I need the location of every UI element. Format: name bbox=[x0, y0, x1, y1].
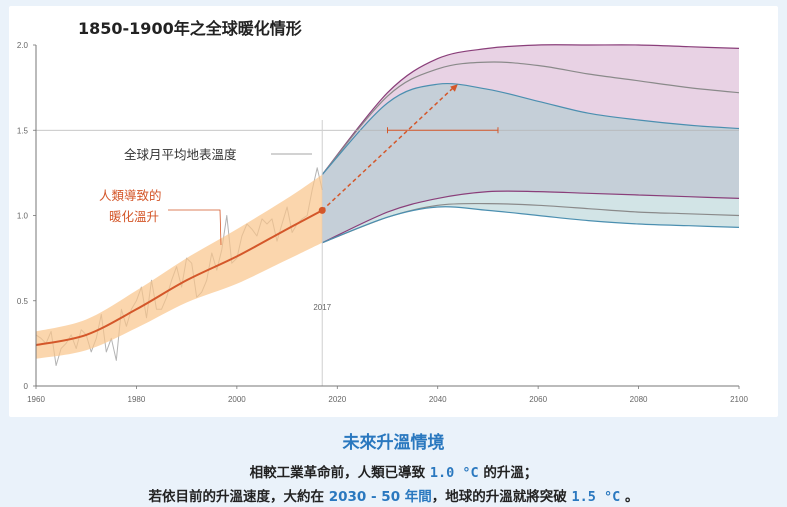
x-tick-label-1960: 1960 bbox=[27, 395, 45, 404]
x-tick-label-2040: 2040 bbox=[429, 395, 447, 404]
projection-arrow-head bbox=[450, 84, 458, 92]
y-tick-label-1.5: 1.5 bbox=[17, 126, 29, 135]
caption-value-years: 2030 - 50 年間 bbox=[328, 489, 432, 505]
caption-line-2: 若依目前的升溫速度，大約在 2030 - 50 年間，地球的升溫就將突破 1.5… bbox=[0, 485, 787, 505]
caption-line-1: 相較工業革命前，人類已導致 1.0 °C 的升溫； bbox=[0, 461, 787, 481]
caption-line-1-text-a: 相較工業革命前，人類已導致 bbox=[249, 465, 430, 481]
projection-lower-line-1 bbox=[321, 190, 740, 244]
x-tick-label-2100: 2100 bbox=[730, 395, 748, 404]
caption-line-2-text-a: 若依目前的升溫速度，大約在 bbox=[148, 489, 329, 505]
chart-title: 1850-1900年之全球暖化情形 bbox=[78, 19, 302, 38]
marker-year-label: 2017 bbox=[313, 303, 331, 312]
human-label-leader bbox=[168, 209, 222, 246]
axes-layer: 1960 1980 2000 2020 2040 2060 2080 2100 0 0.5 1.0 1… bbox=[17, 41, 749, 404]
y-tick-label-1.0: 1.0 bbox=[17, 212, 29, 221]
caption-value-1-5c: 1.5 °C bbox=[571, 489, 621, 505]
y-tick-label-2.0: 2.0 bbox=[17, 41, 29, 50]
observed-series-label: 全球月平均地表溫度 bbox=[124, 147, 237, 162]
projection-band bbox=[322, 83, 739, 243]
projection-upper-line-3 bbox=[321, 83, 740, 176]
x-tick-label-1980: 1980 bbox=[128, 395, 146, 404]
human-induced-line bbox=[35, 209, 323, 347]
projection-lower-envelope bbox=[322, 191, 739, 243]
caption-line-2-text-c: 。 bbox=[620, 489, 639, 505]
human-induced-band bbox=[36, 174, 323, 359]
projection-arrow-line bbox=[321, 86, 455, 211]
y-tick-label-0: 0 bbox=[24, 382, 29, 391]
x-tick-label-2060: 2060 bbox=[529, 395, 547, 404]
human-label-line-1: 人類導致的 bbox=[99, 188, 162, 203]
caption-heading: 未來升溫情境 bbox=[342, 433, 445, 453]
human-label-line-2: 暖化溫升 bbox=[109, 209, 159, 224]
human-induced-layer bbox=[35, 174, 326, 359]
x-tick-label-2000: 2000 bbox=[228, 395, 246, 404]
x-tick-label-2020: 2020 bbox=[328, 395, 346, 404]
projection-upper-line-2 bbox=[321, 61, 740, 175]
caption-line-2-text-b: ，地球的升溫就將突破 bbox=[431, 489, 572, 505]
projection-upper-envelope bbox=[322, 44, 739, 175]
projection-lower-line-3 bbox=[321, 206, 740, 244]
caption-line-1-text-b: 的升溫； bbox=[478, 465, 538, 481]
projection-upper-line-1 bbox=[321, 44, 740, 175]
caption-value-1-0c: 1.0 °C bbox=[429, 465, 479, 481]
y-tick-label-0.5: 0.5 bbox=[17, 297, 29, 306]
projection-layer bbox=[321, 44, 740, 244]
x-tick-label-2080: 2080 bbox=[630, 395, 648, 404]
